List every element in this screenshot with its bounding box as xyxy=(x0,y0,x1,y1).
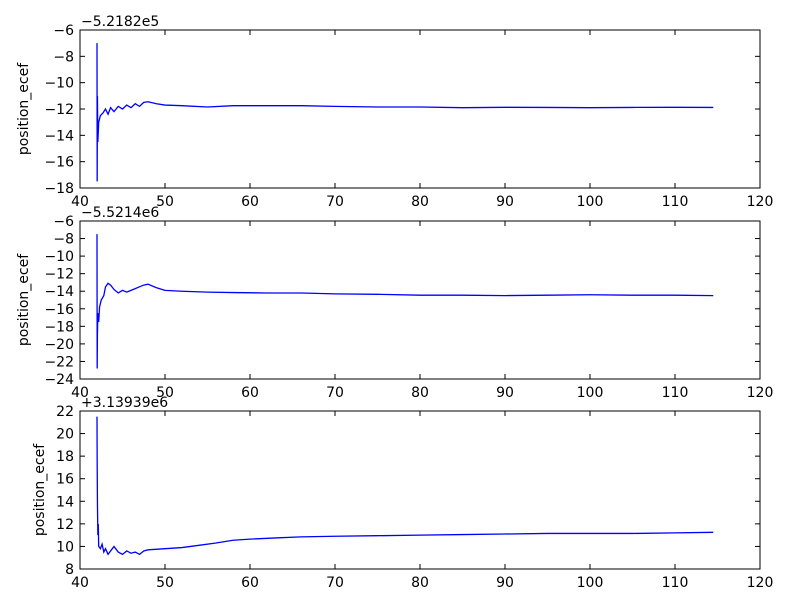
axis-offset-label: +3.13939e6 xyxy=(81,395,168,411)
y-tick-label: −12 xyxy=(44,102,74,118)
y-tick-label: −18 xyxy=(44,181,74,197)
y-tick-label: 14 xyxy=(56,494,74,510)
y-tick-label: −16 xyxy=(44,155,74,171)
x-tick-label: 70 xyxy=(326,385,344,401)
x-tick-label: 120 xyxy=(747,385,774,401)
series-line-1 xyxy=(96,43,714,182)
x-tick-label: 80 xyxy=(411,385,429,401)
x-tick-label: 110 xyxy=(662,575,689,591)
x-tick-label: 90 xyxy=(496,385,514,401)
x-tick-label: 90 xyxy=(496,194,514,210)
y-tick-label: −6 xyxy=(53,23,74,39)
x-tick-label: 50 xyxy=(156,575,174,591)
x-tick-label: 120 xyxy=(747,194,774,210)
x-tick-label: 40 xyxy=(71,385,89,401)
x-tick-label: 100 xyxy=(577,385,604,401)
x-tick-label: 80 xyxy=(411,194,429,210)
y-tick-label: −10 xyxy=(44,249,74,265)
x-tick-label: 60 xyxy=(241,575,259,591)
x-tick-label: 70 xyxy=(326,194,344,210)
axis-offset-label: −5.2182e5 xyxy=(81,14,159,30)
y-tick-label: −24 xyxy=(44,372,74,388)
x-tick-label: 40 xyxy=(71,575,89,591)
y-tick-label: −12 xyxy=(44,267,74,283)
x-tick-label: 80 xyxy=(411,575,429,591)
x-tick-label: 60 xyxy=(241,194,259,210)
x-tick-label: 40 xyxy=(71,194,89,210)
y-tick-label: −10 xyxy=(44,76,74,92)
y-tick-label: 12 xyxy=(56,517,74,533)
subplot-2: 40 50 60 70 80 90 100 110 120 −6 −8−10 −12−14 −16−18… xyxy=(16,205,773,401)
y-tick-label: −14 xyxy=(44,284,74,300)
y-tick-label: −22 xyxy=(44,354,74,370)
y-tick-label: 22 xyxy=(56,404,74,420)
y-tick-label: 16 xyxy=(56,472,74,488)
x-tick-label: 50 xyxy=(156,385,174,401)
y-axis-label: position_ecef xyxy=(32,443,48,536)
x-tick-label: 110 xyxy=(662,385,689,401)
y-tick-label: −8 xyxy=(53,49,74,65)
x-tick-label: 70 xyxy=(326,575,344,591)
x-tick-label: 100 xyxy=(577,575,604,591)
y-tick-label: 10 xyxy=(56,539,74,555)
x-tick-label: 50 xyxy=(156,194,174,210)
axis-offset-label: −5.5214e6 xyxy=(81,205,159,221)
y-tick-label: −16 xyxy=(44,302,74,318)
series-line-1 xyxy=(96,416,714,556)
subplot-3: 40 50 60 70 80 90 100 110 120 22 20 18 16 14 12 10 8 +3.1… xyxy=(32,395,773,591)
subplot-1: 40 50 60 70 80 90 100 110 120 −6 −8 −10 −12 −14 −16 −18… xyxy=(16,14,773,210)
y-tick-label: −20 xyxy=(44,337,74,353)
y-tick-label: −14 xyxy=(44,128,74,144)
y-tick-label: −6 xyxy=(53,214,74,230)
y-tick-label: −18 xyxy=(44,319,74,335)
x-tick-label: 60 xyxy=(241,385,259,401)
x-tick-label: 100 xyxy=(577,194,604,210)
x-tick-label: 110 xyxy=(662,194,689,210)
y-axis-label: position_ecef xyxy=(16,62,32,155)
y-tick-label: 20 xyxy=(56,427,74,443)
series-line-1 xyxy=(96,234,714,369)
x-tick-label: 90 xyxy=(496,575,514,591)
x-tick-label: 120 xyxy=(747,575,774,591)
y-axis-label: position_ecef xyxy=(16,253,32,346)
y-tick-label: 8 xyxy=(65,562,74,578)
y-tick-label: −8 xyxy=(53,232,74,248)
y-tick-label: 18 xyxy=(56,449,74,465)
